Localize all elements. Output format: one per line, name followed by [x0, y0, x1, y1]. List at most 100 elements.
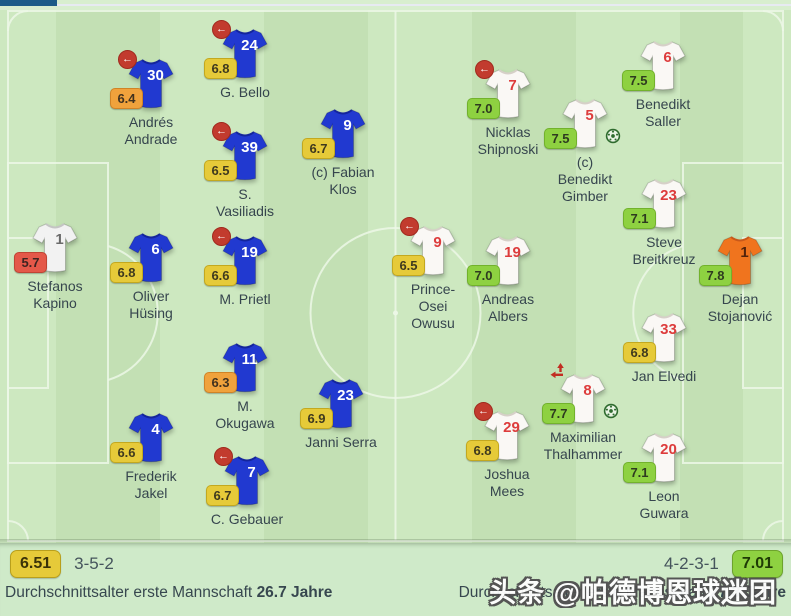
shirt-number: 24	[241, 37, 258, 54]
shirt-number: 1	[55, 231, 64, 248]
player-name: Jan Elvedi	[631, 368, 697, 384]
shirt-number: 19	[504, 244, 521, 261]
away-avg-age-label: Durchschnittsalter erste Mannschaft	[458, 584, 706, 601]
player-name: Prince- Osei Owusu	[410, 281, 456, 331]
player[interactable]: 19 7.0 Andreas Albers	[453, 235, 563, 324]
player-rating-badge: 6.7	[206, 485, 239, 506]
player[interactable]: 33 6.8 Jan Elvedi	[609, 312, 719, 384]
player[interactable]: ← 19 6.6 M. Prietl	[190, 227, 300, 307]
shirt-number: 23	[337, 387, 354, 404]
player-name: M. Prietl	[219, 291, 271, 307]
player-name: Stefanos Kapino	[27, 278, 83, 311]
shirt-number: 20	[660, 441, 677, 458]
player[interactable]: ← 39 6.5 S. Vasiliadis	[190, 122, 300, 219]
shirt-number: 19	[241, 244, 258, 261]
player[interactable]: ← 7 7.0 Nicklas Shipnoski	[453, 60, 563, 157]
away-summary: 4-2-3-1 7.01	[664, 550, 783, 578]
shirt-number: 29	[503, 419, 520, 436]
player-rating-badge: 6.8	[204, 58, 237, 79]
shirt-number: 7	[247, 464, 256, 481]
sub-off-arrow-icon: ←	[118, 50, 137, 69]
player-rating-badge: 7.1	[623, 208, 656, 229]
player-rating-badge: 7.5	[544, 128, 577, 149]
player-name: C. Gebauer	[210, 511, 284, 527]
player-rating-badge: 6.4	[110, 88, 143, 109]
shirt-number: 30	[147, 67, 164, 84]
shirt-number: 11	[241, 351, 258, 368]
player-name: (c) Benedikt Gimber	[557, 154, 613, 204]
shirt-number: 39	[241, 139, 258, 156]
player[interactable]: ← 29 6.8 Joshua Mees	[452, 402, 562, 499]
player[interactable]: ← 7 6.7 C. Gebauer	[192, 447, 302, 527]
player-rating-badge: 6.8	[623, 342, 656, 363]
watermark: 头条 @帕德博恩球迷团	[489, 578, 777, 608]
summary-panel: 6.51 3-5-2 4-2-3-1 7.01 Durchschnittsalt…	[0, 543, 791, 616]
player-rating-badge: 7.1	[623, 462, 656, 483]
player[interactable]: 4 6.6 Frederik Jakel	[96, 412, 206, 501]
player-rating-badge: 7.0	[467, 265, 500, 286]
shirt-number: 5	[585, 107, 594, 124]
player-rating-badge: 7.0	[467, 98, 500, 119]
home-avg-age-value: 26.7 Jahre	[256, 584, 333, 601]
player[interactable]: ← 30 6.4 Andrés Andrade	[96, 50, 206, 147]
sub-off-arrow-icon: ←	[212, 122, 231, 141]
active-tab-indicator[interactable]	[0, 0, 57, 6]
player[interactable]: 6 7.5 Benedikt Saller	[608, 40, 718, 129]
player[interactable]: 20 7.1 Leon Guwara	[609, 432, 719, 521]
goal-ball-icon	[603, 403, 619, 419]
player-rating-badge: 6.5	[392, 255, 425, 276]
top-tab-bar	[0, 0, 791, 10]
player[interactable]: 11 6.3 M. Okugawa	[190, 342, 300, 431]
home-avg-age: Durchschnittsalter erste Mannschaft 26.7…	[5, 584, 332, 602]
sub-off-arrow-icon: ←	[400, 217, 419, 236]
sub-on-swap-icon	[548, 362, 566, 380]
player-name: G. Bello	[220, 84, 270, 100]
shirt-number: 8	[583, 382, 592, 399]
shirt-number: 6	[151, 241, 160, 258]
player[interactable]: 9 6.7 (c) Fabian Klos	[288, 108, 398, 197]
shirt-number: 9	[433, 234, 442, 251]
home-summary: 6.51 3-5-2	[10, 550, 114, 578]
player-name: Maximilian Thalhammer	[543, 429, 623, 462]
player-name: Janni Serra	[305, 434, 377, 450]
player[interactable]: ← 9 6.5 Prince- Osei Owusu	[378, 217, 488, 331]
player-name: S. Vasiliadis	[215, 186, 275, 219]
shirt-number: 4	[151, 421, 160, 438]
player[interactable]: 6 6.8 Oliver Hüsing	[96, 232, 206, 321]
player[interactable]: 5 7.5 (c) Benedikt Gimber	[530, 98, 640, 204]
player[interactable]: 23 6.9 Janni Serra	[286, 378, 396, 450]
player-shirt: 30	[128, 58, 174, 110]
player-name: Andrés Andrade	[124, 114, 178, 147]
formation-row: 6.51 3-5-2 4-2-3-1 7.01	[0, 543, 791, 578]
player[interactable]: 8 7.7 Maximilian Thalhammer	[528, 363, 638, 462]
player[interactable]: 1 7.8 Dejan Stojanović	[685, 235, 791, 324]
shirt-number: 6	[663, 49, 672, 66]
player-name: Benedikt Saller	[635, 96, 691, 129]
home-formation: 3-5-2	[74, 554, 114, 573]
player-rating-badge: 6.8	[110, 262, 143, 283]
player[interactable]: 23 7.1 Steve Breitkreuz	[609, 178, 719, 267]
player-name: Nicklas Shipnoski	[477, 124, 539, 157]
player-rating-badge: 7.7	[542, 403, 575, 424]
player-name: Andreas Albers	[481, 291, 535, 324]
sub-off-arrow-icon: ←	[214, 447, 233, 466]
player[interactable]: ← 24 6.8 G. Bello	[190, 20, 300, 100]
player-name: M. Okugawa	[215, 398, 275, 431]
away-avg-age-value: 27.3 Jahre	[710, 584, 786, 601]
shirt-number: 7	[508, 77, 517, 94]
player-rating-badge: 7.8	[699, 265, 732, 286]
player-shirt: 23	[641, 178, 687, 230]
sub-off-arrow-icon: ←	[212, 227, 231, 246]
sub-off-arrow-icon: ←	[212, 20, 231, 39]
player-name: Steve Breitkreuz	[632, 234, 696, 267]
player-name: Leon Guwara	[639, 488, 689, 521]
player-rating-badge: 6.5	[204, 160, 237, 181]
away-team-rating-badge: 7.01	[731, 550, 783, 578]
away-formation: 4-2-3-1	[664, 554, 719, 573]
tab-bar-divider	[57, 4, 791, 6]
player[interactable]: 1 5.7 Stefanos Kapino	[0, 222, 110, 311]
home-avg-age-label: Durchschnittsalter erste Mannschaft	[5, 584, 253, 601]
player-rating-badge: 5.7	[14, 252, 47, 273]
player-rating-badge: 6.7	[302, 138, 335, 159]
player-shirt: 24	[222, 28, 268, 80]
